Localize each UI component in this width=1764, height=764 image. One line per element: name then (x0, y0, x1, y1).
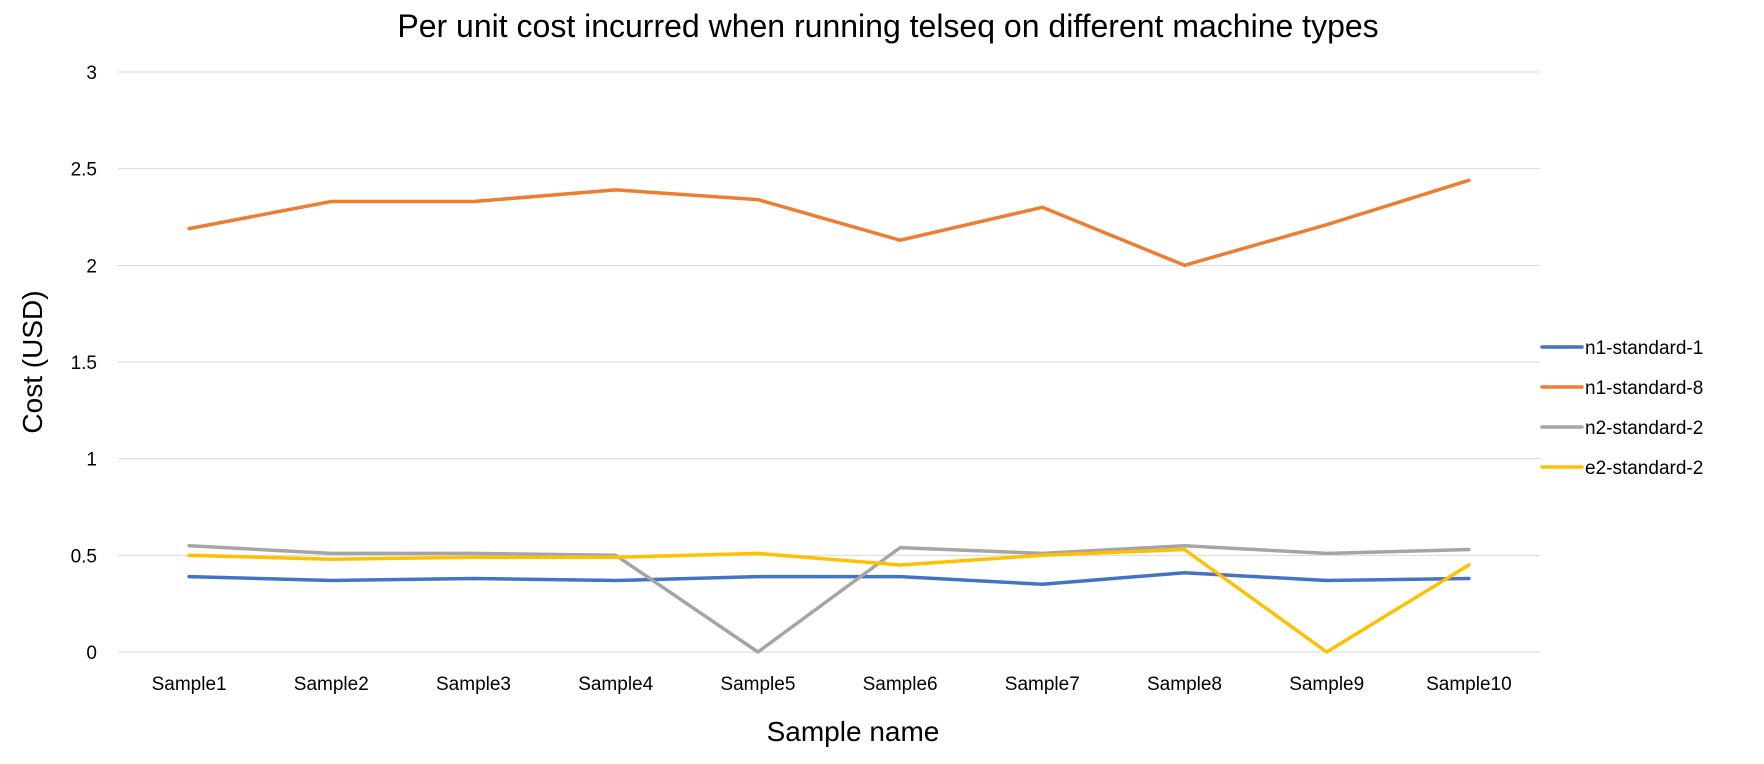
x-tick-label: Sample10 (1426, 674, 1512, 695)
legend: n1-standard-1 n1-standard-8 n2-standard-2 e… (1540, 338, 1703, 479)
x-axis-title: Sample name (767, 716, 940, 747)
legend-label: n2-standard-2 (1585, 418, 1703, 439)
x-tick-label: Sample5 (720, 674, 795, 695)
x-axis-ticks: Sample1 Sample2 Sample3 Sample4 Sample5 Sampl… (152, 674, 1512, 695)
legend-item: n2-standard-2 (1540, 418, 1703, 439)
legend-label: n1-standard-1 (1585, 338, 1703, 359)
gridlines (118, 71, 1540, 653)
legend-item: n1-standard-8 (1540, 378, 1703, 399)
series-line-n2-standard-2 (187, 543, 1471, 654)
x-tick-label: Sample8 (1147, 674, 1222, 695)
y-tick-label: 1.5 (71, 353, 97, 374)
series-lines (187, 178, 1471, 654)
series-line-n1-standard-1 (187, 570, 1471, 587)
chart-title: Per unit cost incurred when running tels… (397, 8, 1378, 44)
x-tick-label: Sample3 (436, 674, 511, 695)
legend-item: e2-standard-2 (1540, 458, 1703, 479)
legend-label: n1-standard-8 (1585, 378, 1703, 399)
y-tick-label: 0.5 (71, 546, 97, 567)
x-tick-label: Sample7 (1005, 674, 1080, 695)
y-tick-label: 0 (86, 643, 97, 664)
x-tick-label: Sample4 (578, 674, 653, 695)
x-tick-label: Sample9 (1289, 674, 1364, 695)
y-tick-label: 3 (86, 63, 97, 84)
x-tick-label: Sample2 (294, 674, 369, 695)
x-tick-label: Sample6 (863, 674, 938, 695)
y-tick-label: 1 (86, 450, 97, 471)
series-line-n1-standard-8 (187, 178, 1471, 268)
x-tick-label: Sample1 (152, 674, 227, 695)
y-axis-ticks: 0 0.5 1 1.5 2 2.5 3 (71, 63, 97, 664)
legend-label: e2-standard-2 (1585, 458, 1703, 479)
y-tick-label: 2.5 (71, 160, 97, 181)
y-axis-title: Cost (USD) (17, 290, 48, 433)
series-line-e2-standard-2 (187, 547, 1471, 654)
y-tick-label: 2 (86, 256, 97, 277)
legend-item: n1-standard-1 (1540, 338, 1703, 359)
